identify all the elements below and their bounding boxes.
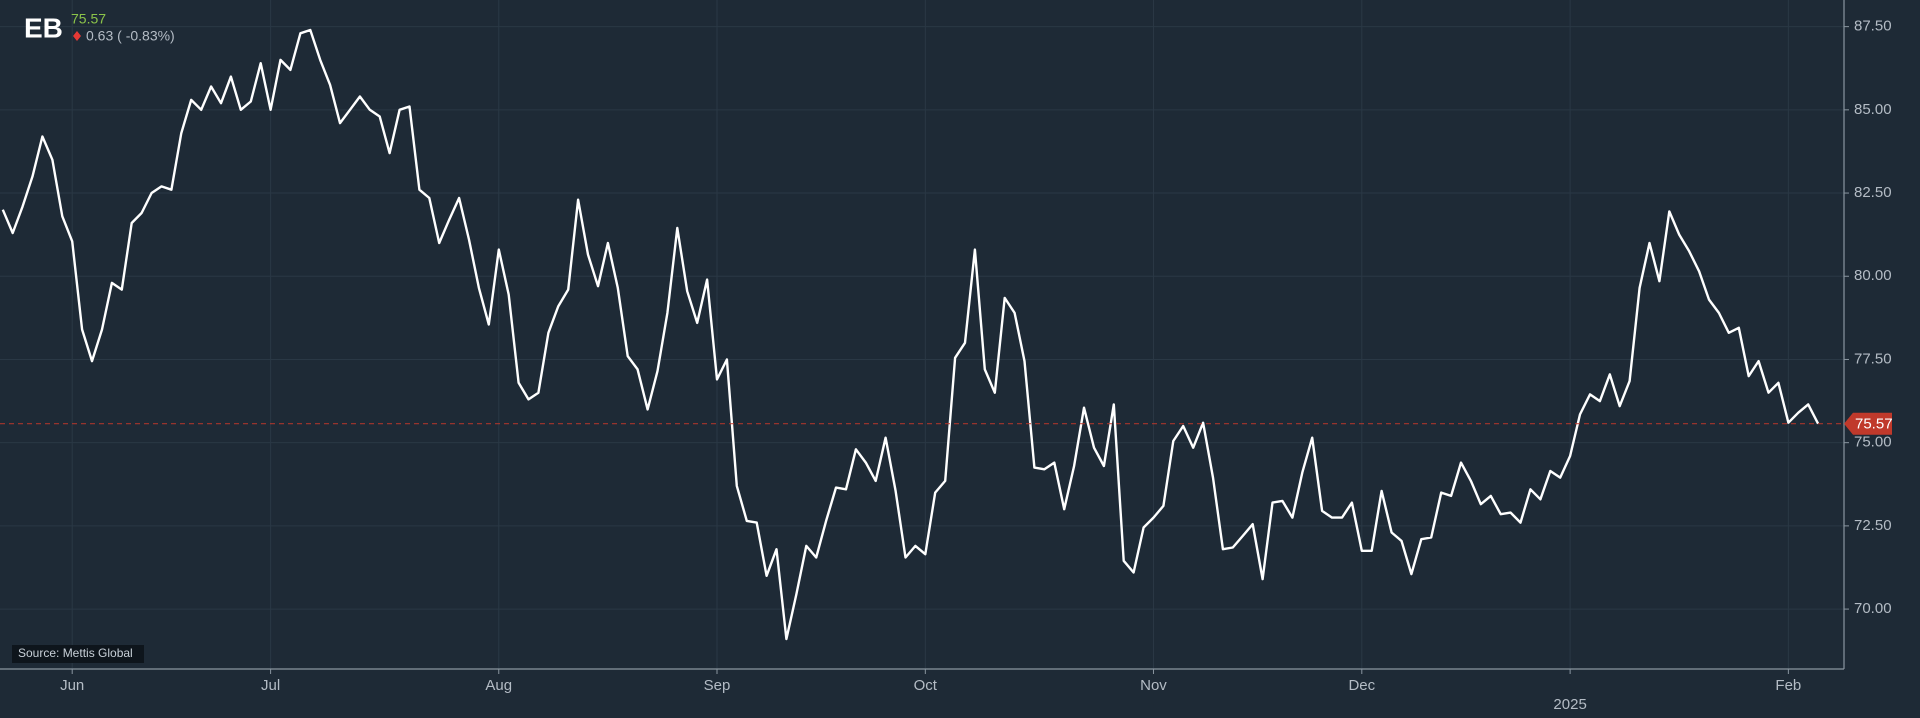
- x-tick-label: Dec: [1348, 677, 1375, 694]
- y-tick-label: 75.00: [1854, 434, 1892, 451]
- x-year-label: 2025: [1553, 696, 1586, 713]
- x-tick-label: Jun: [60, 677, 84, 694]
- x-tick-label: Sep: [704, 677, 731, 694]
- y-tick-label: 85.00: [1854, 101, 1892, 118]
- x-tick-label: Aug: [485, 677, 512, 694]
- price-line: [1, 28, 1820, 641]
- y-tick-label: 72.50: [1854, 517, 1892, 534]
- source: Source: Mettis Global: [18, 646, 133, 660]
- x-tick-label: Oct: [914, 677, 938, 694]
- price-tag: [1844, 412, 1892, 435]
- x-tick-label: Jul: [261, 677, 280, 694]
- y-tick-label: 70.00: [1854, 600, 1892, 617]
- change: 0.63 ( -0.83%): [86, 28, 175, 44]
- y-tick-label: 82.50: [1854, 184, 1892, 201]
- axes: 70.00 72.50 75.00 77.50 80.00 82.50 85.00 87.50…: [60, 18, 1892, 713]
- down-icon: [73, 31, 81, 41]
- symbol: EB: [24, 12, 63, 43]
- grid: [0, 0, 1844, 669]
- source-box: [12, 645, 144, 663]
- price-tag-label: 75.57: [1855, 416, 1893, 433]
- plot: [0, 28, 1844, 641]
- price: 75.57: [71, 11, 106, 27]
- y-tick-label: 80.00: [1854, 267, 1892, 284]
- x-tick-label: Feb: [1775, 677, 1801, 694]
- x-tick-label: Nov: [1140, 677, 1167, 694]
- y-tick-label: 77.50: [1854, 350, 1892, 367]
- y-tick-label: 87.50: [1854, 18, 1892, 35]
